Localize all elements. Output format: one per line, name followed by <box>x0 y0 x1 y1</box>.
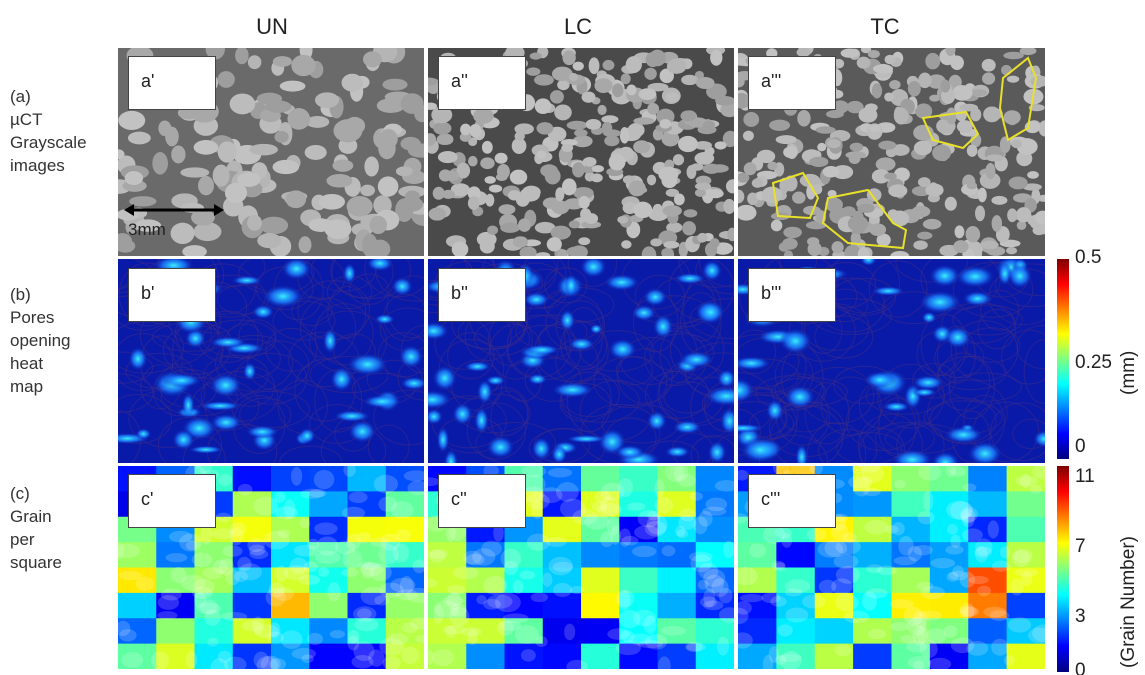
grayscale-panel-un <box>118 48 424 256</box>
panel-tag-b3: b''' <box>748 268 836 322</box>
panel-tag-a2: a'' <box>438 56 526 110</box>
colorbar-pore-opening <box>1057 259 1069 459</box>
row-label-a: (a) µCT Grayscale images <box>10 87 87 175</box>
colorbar2-tick-0: 0 <box>1075 660 1086 675</box>
grain-grid-panel-tc <box>738 466 1045 669</box>
colorbar1-tick-max: 0.5 <box>1075 247 1102 268</box>
panel-tag-c1: c' <box>128 474 216 528</box>
colorbar-grain-number <box>1057 466 1069 672</box>
colorbar1-tick-mid: 0.25 <box>1075 352 1112 373</box>
scale-bar <box>124 204 224 216</box>
panel-tag-c3: c''' <box>748 474 836 528</box>
row-label-c: (c) Grain per square <box>10 484 62 572</box>
colorbar1-tick-min: 0 <box>1075 436 1086 457</box>
colorbar1-label: (mm) <box>1118 350 1139 395</box>
scale-bar-label: 3mm <box>128 220 166 239</box>
panel-tag-b1: b' <box>128 268 216 322</box>
column-header-un: UN <box>256 14 288 39</box>
colorbar2-tick-7: 7 <box>1075 536 1086 557</box>
panel-tag-a1: a' <box>128 56 216 110</box>
column-header-tc: TC <box>870 14 900 39</box>
colorbar2-tick-3: 3 <box>1075 606 1086 627</box>
heatmap-panel-tc <box>738 259 1045 463</box>
panel-tag-b2: b'' <box>438 268 526 322</box>
colorbar2-tick-11: 11 <box>1075 466 1095 487</box>
row-label-b: (b) Pores opening heat map <box>10 285 71 396</box>
column-header-lc: LC <box>563 14 593 39</box>
panel-tag-c2: c'' <box>438 474 526 528</box>
heatmap-panel-un <box>118 259 424 463</box>
grain-grid-panel-un <box>118 466 424 669</box>
panel-tag-a3: a''' <box>748 56 836 110</box>
colorbar2-label: (Grain Number) <box>1118 536 1139 668</box>
